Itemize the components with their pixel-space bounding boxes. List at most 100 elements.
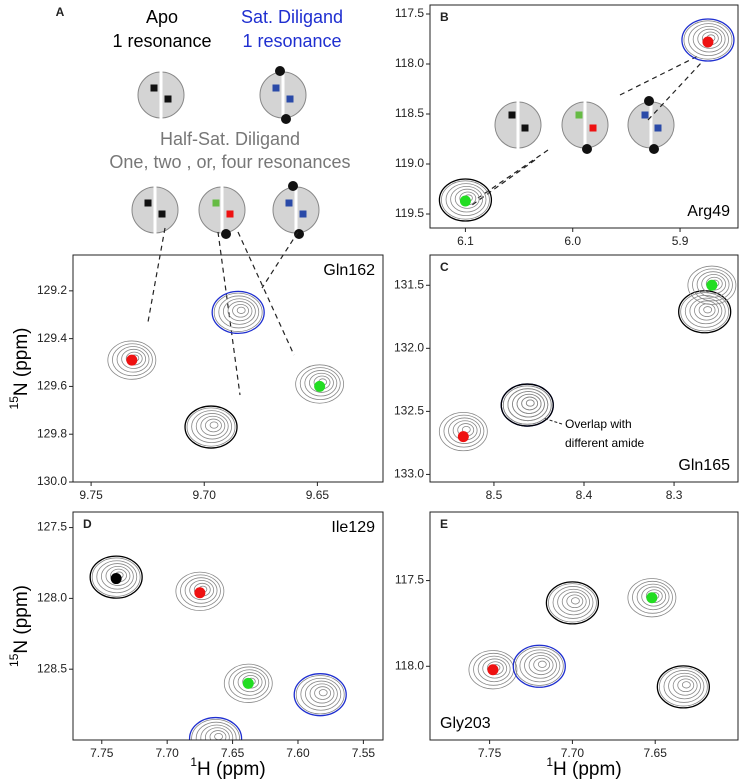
- ligand: [281, 114, 291, 124]
- contour-level: [91, 557, 141, 597]
- contour-level: [507, 388, 549, 422]
- contour-level: [687, 265, 737, 305]
- y-tick-label: 129.2: [37, 283, 67, 297]
- plot-area: [438, 18, 735, 222]
- ligand-site: [226, 210, 234, 218]
- ligand-site: [164, 95, 172, 103]
- apo-subtitle: 1 resonance: [112, 31, 211, 51]
- y-tick-label: 119.0: [395, 156, 424, 170]
- dimer-gap: [159, 71, 163, 119]
- y_label-text: N (ppm): [11, 585, 32, 654]
- x-tick-label: 7.75: [478, 746, 502, 760]
- y-tick-label: 117.5: [395, 573, 424, 587]
- contour: [500, 383, 554, 427]
- y_label-sup: 15: [7, 396, 21, 410]
- contour-outline: [656, 665, 711, 709]
- contour-level: [677, 678, 695, 693]
- contour-level: [697, 28, 723, 49]
- contour-level: [443, 414, 485, 448]
- arrow: [647, 61, 703, 121]
- y-tick-label: 131.5: [394, 277, 424, 291]
- arrow: [237, 231, 295, 356]
- x-tick-label: 7.60: [286, 746, 310, 760]
- contour-level: [228, 666, 270, 700]
- y-tick-label: 117.5: [395, 6, 424, 20]
- contour-level: [105, 565, 131, 586]
- ligand-site: [508, 111, 516, 119]
- ligand-site: [158, 210, 166, 218]
- contour-level: [450, 185, 484, 213]
- contour-level: [445, 183, 487, 217]
- x-tick-label: 8.5: [486, 488, 503, 502]
- y-tick-label: 128.5: [37, 661, 67, 675]
- y_label-sup: 15: [7, 653, 21, 667]
- contour-level: [548, 583, 597, 623]
- contour-level: [200, 415, 226, 436]
- x-tick-label: 8.4: [576, 488, 593, 502]
- ligand-site: [212, 199, 220, 207]
- contour-level: [561, 591, 587, 612]
- y-tick-label: 129.6: [37, 379, 67, 393]
- contour-outline: [545, 581, 600, 625]
- ligand-site: [654, 124, 662, 132]
- contour-outline: [188, 716, 243, 740]
- contour-level: [502, 385, 552, 425]
- contour-level: [571, 597, 580, 605]
- sat-title: Sat. Diligand: [241, 7, 343, 27]
- ligand-site: [150, 84, 158, 92]
- contour: [184, 405, 238, 449]
- contour-level: [218, 295, 260, 329]
- contour-level: [96, 560, 138, 594]
- contour-level: [300, 677, 342, 711]
- contour-level: [482, 658, 508, 679]
- contour-level: [696, 271, 730, 298]
- contour-level: [658, 667, 708, 707]
- contour-level: [703, 306, 713, 314]
- dimer-gap: [583, 101, 587, 149]
- contour-level: [668, 672, 701, 700]
- contour-level: [189, 580, 215, 601]
- contour-level: [632, 580, 673, 614]
- plot-area: [107, 290, 345, 449]
- peak: [314, 380, 326, 392]
- panel-letter: A: [56, 5, 65, 19]
- x_label: 1H (ppm): [190, 755, 265, 780]
- x_label-text: H (ppm): [197, 759, 266, 780]
- contour-level: [227, 301, 253, 322]
- x-tick-label: 9.75: [79, 488, 103, 502]
- dimer-gap: [294, 186, 298, 234]
- contour-level: [512, 391, 545, 418]
- contour: [293, 673, 347, 717]
- plot-frame: [429, 4, 739, 229]
- contour-level: [209, 421, 219, 429]
- ligand-site: [299, 210, 307, 218]
- contour-level: [514, 646, 564, 686]
- ligand: [294, 229, 304, 239]
- contour-level: [180, 574, 221, 608]
- x-tick-label: 8.3: [666, 488, 683, 502]
- contour-outline: [89, 555, 143, 599]
- contour-level: [112, 343, 153, 377]
- contour-level: [438, 411, 488, 452]
- half-sat-title: Half-Sat. Diligand: [160, 129, 300, 149]
- ligand-site: [589, 124, 597, 132]
- y_label: 15N (ppm): [7, 585, 32, 667]
- contour-level: [681, 681, 691, 689]
- x-tick-label: 9.70: [193, 488, 217, 502]
- contour-level: [299, 367, 341, 401]
- plot-frame: [72, 254, 384, 483]
- contour-level: [683, 20, 733, 60]
- contour-level: [525, 399, 535, 407]
- ligand: [582, 144, 592, 154]
- ligand-site: [521, 124, 529, 132]
- panel-letter: E: [440, 517, 448, 531]
- annotation: different amide: [565, 436, 644, 450]
- contour: [438, 178, 493, 222]
- x-tick-label: 6.0: [564, 234, 581, 248]
- contour-level: [116, 346, 150, 373]
- peak: [702, 36, 714, 48]
- dimer-gap: [220, 186, 224, 234]
- contour-level: [305, 680, 338, 708]
- y-tick-label: 129.8: [37, 426, 67, 440]
- residue-label: Gly203: [440, 715, 491, 732]
